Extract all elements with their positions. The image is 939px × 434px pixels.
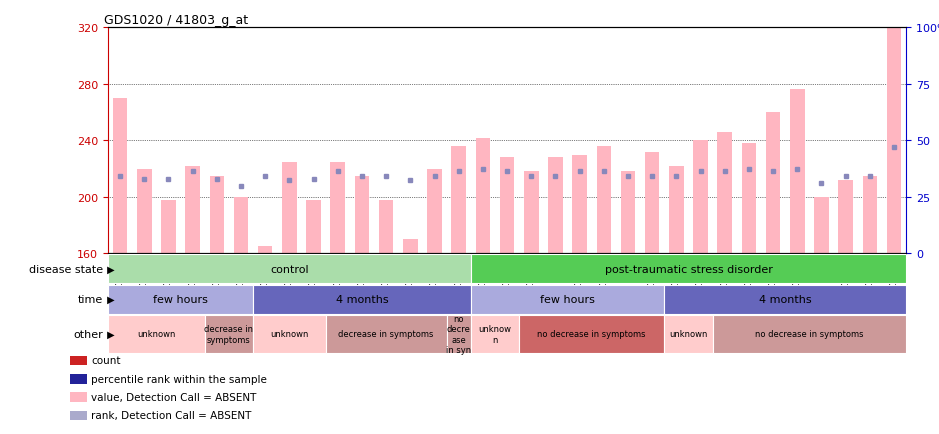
Bar [645,152,659,254]
Bar [209,176,224,254]
Bar [863,176,877,254]
Bar [427,169,441,254]
Bar [814,197,829,254]
Bar [447,316,470,353]
Bar [470,254,906,284]
Bar [185,166,200,254]
Text: no
decre
ase
in syn: no decre ase in syn [446,314,471,354]
Bar [113,99,128,254]
Bar [519,316,664,353]
Bar [137,169,151,254]
Bar [839,181,853,254]
Bar [108,285,254,314]
Text: ▶: ▶ [104,295,115,304]
Bar [378,200,393,254]
Bar [524,172,538,254]
Bar [355,176,369,254]
Text: time: time [78,295,103,304]
Bar [452,147,466,254]
Text: few hours: few hours [540,295,595,304]
Bar [258,247,272,254]
Text: value, Detection Call = ABSENT: value, Detection Call = ABSENT [91,392,256,402]
Bar [108,316,205,353]
Text: other: other [73,329,103,339]
Bar [670,166,684,254]
Text: ▶: ▶ [104,329,115,339]
Text: no decrease in symptoms: no decrease in symptoms [537,330,646,339]
Text: 4 months: 4 months [335,295,388,304]
Bar [500,158,515,254]
Bar [162,200,176,254]
Bar [326,316,447,353]
Text: unknow
n: unknow n [479,325,512,344]
Text: disease state: disease state [29,264,103,274]
Bar [254,285,470,314]
Bar [596,147,611,254]
Bar [766,113,780,254]
Bar [254,316,326,353]
Text: unknown: unknown [137,330,176,339]
Text: few hours: few hours [153,295,208,304]
Text: 4 months: 4 months [759,295,811,304]
Bar [403,240,418,254]
Bar [205,316,254,353]
Bar [573,155,587,254]
Text: GDS1020 / 41803_g_at: GDS1020 / 41803_g_at [104,14,248,27]
Text: unknown: unknown [670,330,708,339]
Bar [470,285,664,314]
Bar [470,316,519,353]
Bar [108,254,470,284]
Text: count: count [91,356,120,365]
Bar [306,200,321,254]
Text: percentile rank within the sample: percentile rank within the sample [91,374,267,384]
Bar [664,285,906,314]
Text: no decrease in symptoms: no decrease in symptoms [755,330,864,339]
Bar [886,28,901,254]
Bar [331,162,345,254]
Bar [282,162,297,254]
Text: control: control [270,264,309,274]
Text: decrease in symptoms: decrease in symptoms [338,330,434,339]
Text: unknown: unknown [270,330,309,339]
Bar [790,90,805,254]
Text: ▶: ▶ [104,264,115,274]
Bar [234,197,248,254]
Bar [693,141,708,254]
Bar [621,172,636,254]
Text: post-traumatic stress disorder: post-traumatic stress disorder [605,264,773,274]
Bar [476,138,490,254]
Bar [713,316,906,353]
Bar [742,144,756,254]
Bar [548,158,562,254]
Text: rank, Detection Call = ABSENT: rank, Detection Call = ABSENT [91,411,252,420]
Bar [717,132,732,254]
Text: decrease in
symptoms: decrease in symptoms [205,325,254,344]
Bar [664,316,713,353]
